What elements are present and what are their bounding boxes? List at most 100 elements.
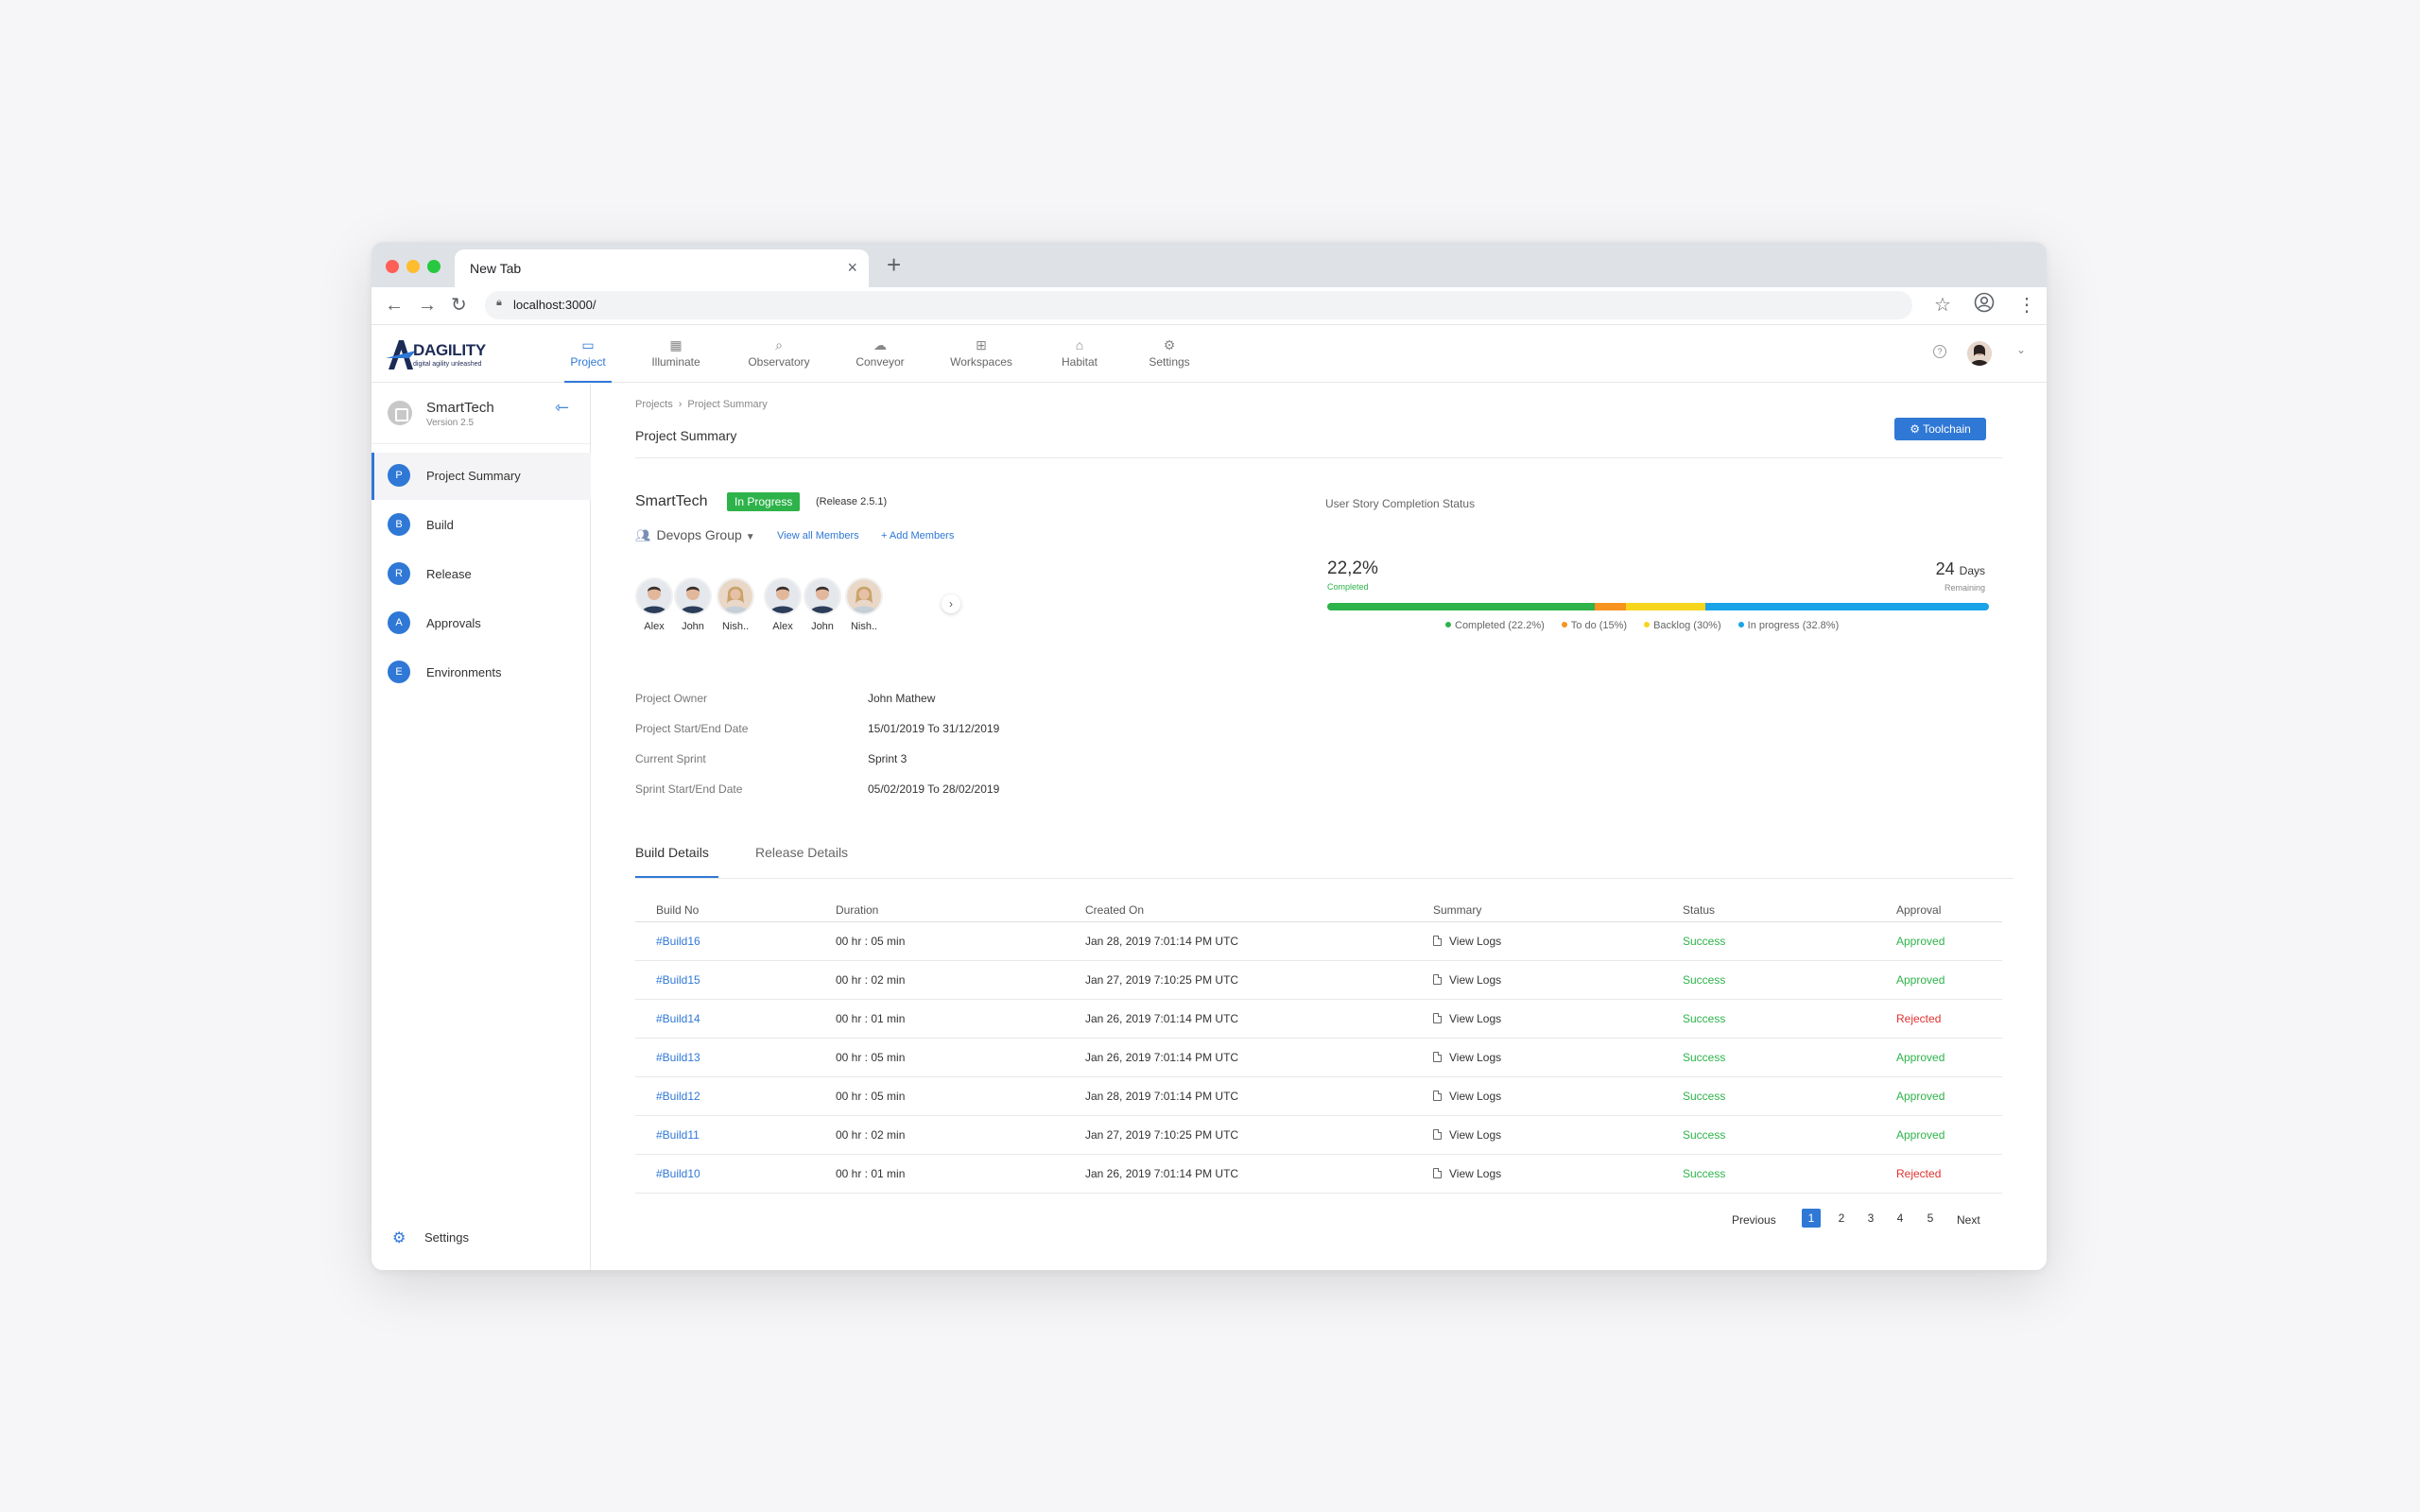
member-avatar xyxy=(674,577,712,615)
toolchain-button[interactable]: ⚙ Toolchain xyxy=(1894,418,1986,440)
column-header[interactable]: Approval xyxy=(1896,903,1942,917)
window-close-button[interactable] xyxy=(386,260,399,273)
column-header[interactable]: Summary xyxy=(1433,903,1482,917)
build-link[interactable]: #Build12 xyxy=(656,1090,700,1103)
build-duration: 00 hr : 01 min xyxy=(836,1012,906,1025)
browser-toolbar: ← → ↻ 🔒︎ localhost:3000/ ☆ ⋮ xyxy=(372,287,2047,325)
view-logs-label: View Logs xyxy=(1449,1128,1502,1142)
completion-percent: 22,2% xyxy=(1327,558,1378,578)
member-item[interactable]: John xyxy=(804,577,841,632)
sidebar-badge: E xyxy=(388,661,410,683)
build-link[interactable]: #Build14 xyxy=(656,1012,700,1025)
info-value-sprint-dates: 05/02/2019 To 28/02/2019 xyxy=(868,782,1000,796)
breadcrumb-projects[interactable]: Projects xyxy=(635,399,673,410)
document-icon xyxy=(1433,1168,1442,1178)
build-approval: Approved xyxy=(1896,1128,1945,1142)
member-item[interactable]: Alex xyxy=(764,577,802,632)
pagination-page[interactable]: 4 xyxy=(1896,1211,1904,1225)
logo-wordmark: DAGILITY xyxy=(413,341,486,359)
view-logs-label: View Logs xyxy=(1449,1090,1502,1103)
chevron-down-icon[interactable]: ⌄ xyxy=(2016,343,2027,356)
sidebar-item-environments[interactable]: E Environments xyxy=(372,649,591,696)
pagination-page[interactable]: 1 xyxy=(1802,1209,1821,1228)
nav-label: Workspaces xyxy=(950,355,1012,369)
new-tab-icon[interactable]: + xyxy=(887,250,902,279)
pagination-page[interactable]: 2 xyxy=(1838,1211,1845,1225)
build-approval: Approved xyxy=(1896,973,1945,987)
project-logo-icon xyxy=(388,401,412,425)
member-name: Nish.. xyxy=(721,621,750,632)
pagination-page[interactable]: 3 xyxy=(1867,1211,1875,1225)
info-value-sprint: Sprint 3 xyxy=(868,752,908,765)
member-item[interactable]: Nish.. xyxy=(717,577,754,632)
view-logs-link[interactable]: View Logs xyxy=(1433,935,1501,948)
browser-tab[interactable]: New Tab × xyxy=(455,249,869,287)
nav-conveyor[interactable]: ☁ Conveyor xyxy=(854,326,907,383)
close-tab-icon[interactable]: × xyxy=(847,258,857,277)
nav-project[interactable]: ▭ Project xyxy=(564,326,612,383)
pagination-next[interactable]: Next xyxy=(1957,1213,1980,1227)
forward-arrow-icon[interactable]: → xyxy=(418,295,437,316)
table-row: #Build12 00 hr : 05 min Jan 28, 2019 7:01:… xyxy=(635,1077,2002,1116)
member-name: John xyxy=(682,621,704,632)
view-logs-link[interactable]: View Logs xyxy=(1433,1090,1501,1103)
member-item[interactable]: Nish.. xyxy=(845,577,883,632)
build-link[interactable]: #Build11 xyxy=(656,1128,700,1142)
member-item[interactable]: Alex xyxy=(635,577,673,632)
release-tag: (Release 2.5.1) xyxy=(816,496,888,507)
add-members-link[interactable]: + Add Members xyxy=(881,530,954,541)
column-header[interactable]: Duration xyxy=(836,903,879,917)
nav-observatory[interactable]: ⌕ Observatory xyxy=(744,326,814,383)
tab-build-details[interactable]: Build Details xyxy=(635,845,709,860)
sidebar-item-label: Build xyxy=(426,518,454,532)
chevron-right-icon[interactable]: › xyxy=(942,594,960,613)
view-logs-label: View Logs xyxy=(1449,935,1502,948)
back-arrow-icon[interactable]: ← xyxy=(385,295,404,316)
view-logs-link[interactable]: View Logs xyxy=(1433,973,1501,987)
legend-label: Completed (22.2%) xyxy=(1455,620,1545,631)
build-link[interactable]: #Build16 xyxy=(656,935,700,948)
kebab-menu-icon[interactable]: ⋮ xyxy=(2017,295,2036,316)
view-logs-link[interactable]: View Logs xyxy=(1433,1167,1501,1180)
member-item[interactable]: John xyxy=(674,577,712,632)
nav-illuminate[interactable]: ▦ Illuminate xyxy=(648,326,704,383)
nav-habitat[interactable]: ⌂ Habitat xyxy=(1058,326,1101,383)
build-status: Success xyxy=(1683,1167,1726,1180)
table-row: #Build14 00 hr : 01 min Jan 26, 2019 7:01:… xyxy=(635,1000,2002,1039)
column-header[interactable]: Status xyxy=(1683,903,1716,917)
view-logs-link[interactable]: View Logs xyxy=(1433,1012,1501,1025)
bookmark-star-icon[interactable]: ☆ xyxy=(1934,295,1951,316)
sidebar-settings[interactable]: ⚙ Settings xyxy=(372,1225,591,1253)
build-link[interactable]: #Build15 xyxy=(656,973,700,987)
help-icon[interactable]: ? xyxy=(1933,345,1946,358)
reload-icon[interactable]: ↻ xyxy=(451,295,467,316)
sidebar-item-approvals[interactable]: A Approvals xyxy=(372,600,591,647)
nav-settings[interactable]: ⚙ Settings xyxy=(1147,326,1192,383)
pagination-previous[interactable]: Previous xyxy=(1732,1213,1776,1227)
tab-release-details[interactable]: Release Details xyxy=(755,845,849,860)
window-maximize-button[interactable] xyxy=(427,260,441,273)
view-logs-link[interactable]: View Logs xyxy=(1433,1051,1501,1064)
group-dropdown[interactable]: 👥︎ Devops Group ▼ xyxy=(635,527,755,543)
view-all-members-link[interactable]: View all Members xyxy=(777,530,859,541)
user-avatar[interactable] xyxy=(1967,341,1992,366)
view-logs-link[interactable]: View Logs xyxy=(1433,1128,1501,1142)
pagination-page[interactable]: 5 xyxy=(1927,1211,1934,1225)
nav-workspaces[interactable]: ⊞ Workspaces xyxy=(948,326,1014,383)
address-bar[interactable]: 🔒︎ localhost:3000/ xyxy=(485,291,1912,319)
column-header[interactable]: Created On xyxy=(1085,903,1145,917)
build-link[interactable]: #Build10 xyxy=(656,1167,700,1180)
column-header[interactable]: Build No xyxy=(656,903,700,917)
sidebar-item-release[interactable]: R Release xyxy=(372,551,591,598)
dagility-logo[interactable]: DAGILITY digital agility unleashed xyxy=(385,335,498,373)
sidebar-item-project-summary[interactable]: P Project Summary xyxy=(372,453,591,500)
window-minimize-button[interactable] xyxy=(406,260,420,273)
nav-label: Observatory xyxy=(748,355,810,369)
collapse-arrow-icon[interactable]: ⇽ xyxy=(555,398,570,417)
progress-segment xyxy=(1705,603,1989,610)
build-link[interactable]: #Build13 xyxy=(656,1051,700,1064)
view-logs-label: View Logs xyxy=(1449,1051,1502,1064)
sidebar-item-build[interactable]: B Build xyxy=(372,502,591,549)
legend-label: Backlog (30%) xyxy=(1653,620,1721,631)
profile-icon[interactable] xyxy=(1974,292,1995,319)
